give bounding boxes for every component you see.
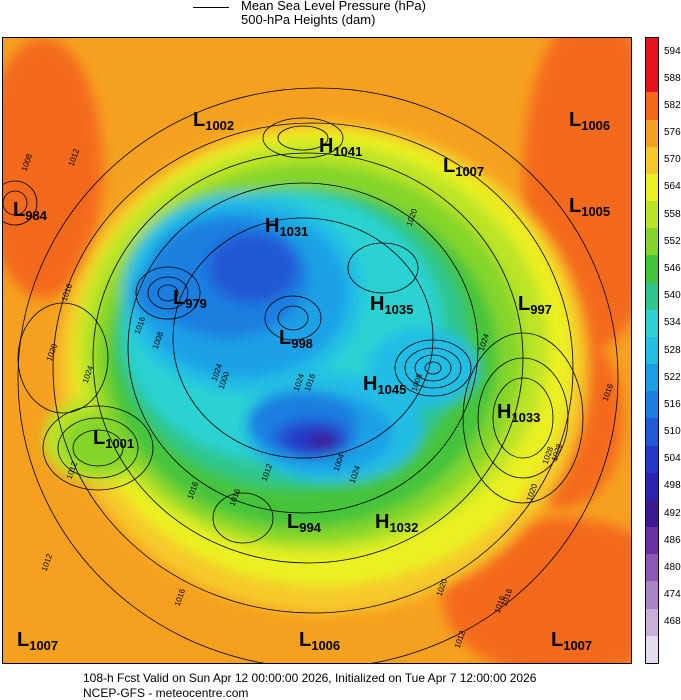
colorbar-cell [646, 201, 658, 229]
high-center: H1032 [375, 511, 419, 535]
colorbar-cell [646, 146, 658, 174]
colorbar-tick-label: 498 [664, 480, 681, 492]
high-center: H1035 [370, 293, 414, 317]
colorbar-cell [646, 38, 658, 66]
colorbar-tick-label: 552 [664, 235, 681, 247]
colorbar-cell [646, 364, 658, 392]
colorbar-cell [646, 228, 658, 256]
mslp-legend-line [193, 7, 229, 8]
high-center: H1045 [363, 373, 407, 397]
colorbar-tick-label: 528 [664, 344, 681, 356]
low-center: L1007 [443, 155, 485, 179]
colorbar-tick-label: 582 [664, 99, 681, 111]
high-center: H1041 [319, 135, 363, 159]
colorbar-tick-label: 588 [664, 72, 681, 84]
source-credit: NCEP-GFS - meteocentre.com [83, 686, 249, 700]
colorbar-tick-label: 468 [664, 616, 681, 628]
map-canvas [3, 38, 631, 663]
colorbar-tick-label: 564 [664, 181, 681, 193]
colorbar-cell [646, 391, 658, 419]
isobars [3, 87, 619, 663]
colorbar-tick-label: 546 [664, 262, 681, 274]
colorbar-tick-label: 510 [664, 426, 681, 438]
colorbar-cell [646, 119, 658, 147]
colorbar-cell [646, 418, 658, 446]
low-center: L979 [173, 287, 207, 311]
low-center: L984 [13, 199, 47, 223]
colorbar-cell [646, 581, 658, 609]
low-center: L1007 [17, 629, 59, 653]
colorbar-cell [646, 309, 658, 337]
colorbar-tick-label: 504 [664, 453, 681, 465]
colorbar-tick-label: 486 [664, 534, 681, 546]
colorbar-cell [646, 527, 658, 555]
colorbar-cell [646, 65, 658, 93]
colorbar-cell [646, 635, 658, 663]
high-center: H1033 [497, 401, 541, 425]
colorbar [645, 37, 659, 664]
colorbar-tick-label: 594 [664, 45, 681, 57]
low-center: L1006 [299, 629, 341, 653]
height-field [3, 38, 631, 663]
colorbar-tick-label: 534 [664, 317, 681, 329]
colorbar-tick-label: 576 [664, 127, 681, 139]
colorbar-tick-label: 480 [664, 561, 681, 573]
colorbar-cell [646, 336, 658, 365]
colorbar-tick-label: 540 [664, 290, 681, 302]
low-center: L994 [287, 511, 321, 535]
weather-map: L1002 H1041 L1006 L1007 L984 H1031 L1005… [2, 37, 632, 664]
low-center: L1002 [193, 109, 235, 133]
high-center: H1031 [265, 215, 309, 239]
colorbar-cell [646, 282, 658, 310]
colorbar-tick-label: 558 [664, 208, 681, 220]
colorbar-cell [646, 608, 658, 636]
colorbar-cell [646, 255, 658, 283]
header: Mean Sea Level Pressure (hPa) 500-hPa He… [0, 0, 681, 36]
legend-heights-label: 500-hPa Heights (dam) [241, 12, 376, 27]
legend-mslp-label: Mean Sea Level Pressure (hPa) [241, 0, 426, 13]
colorbar-cell [646, 445, 658, 473]
colorbar-cell [646, 499, 658, 528]
colorbar-cell [646, 173, 658, 202]
low-center: L998 [279, 327, 313, 351]
low-center: L1005 [569, 195, 611, 219]
low-center: L997 [518, 293, 552, 317]
low-center: L1007 [551, 629, 593, 653]
colorbar-tick-label: 522 [664, 371, 681, 383]
colorbar-tick-label: 570 [664, 154, 681, 166]
colorbar-tick-label: 474 [664, 589, 681, 601]
colorbar-tick-label: 492 [664, 507, 681, 519]
forecast-valid-text: 108-h Fcst Valid on Sun Apr 12 00:00:00 … [83, 671, 537, 685]
low-center: L1001 [93, 427, 135, 451]
colorbar-cell [646, 554, 658, 582]
colorbar-tick-label: 516 [664, 398, 681, 410]
colorbar-cell [646, 92, 658, 120]
colorbar-cell [646, 472, 658, 500]
low-center: L1006 [569, 109, 611, 133]
